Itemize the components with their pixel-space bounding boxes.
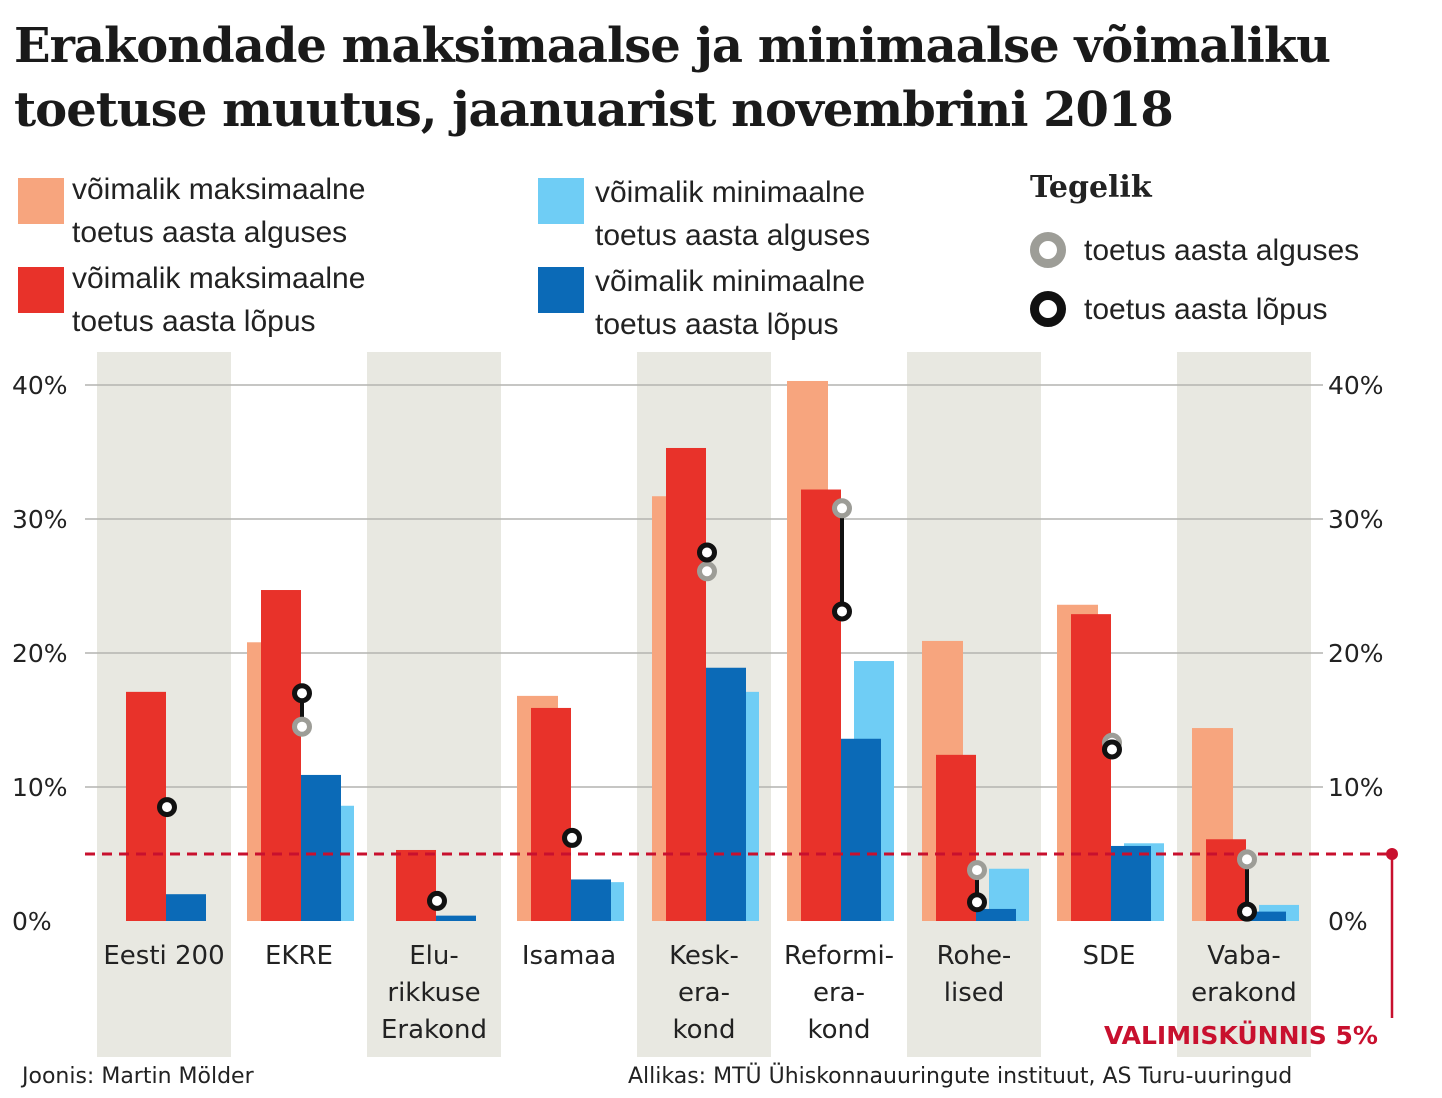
actual-start-marker-4	[697, 561, 717, 582]
legend-label-actual-start: toetus aasta alguses	[1084, 234, 1360, 267]
category-label-5-1: era-	[813, 978, 865, 1008]
bar-s1-2	[396, 849, 436, 921]
category-label-4-2: kond	[672, 1015, 735, 1045]
bar-s3-0	[166, 894, 206, 921]
actual-end-marker-3	[562, 827, 582, 848]
threshold-label: VALIMISKÜNNIS 5%	[1104, 1021, 1378, 1050]
legend-ring-actual-start-icon	[1030, 232, 1066, 268]
legend-label-max-start-line1: võimalik maksimaalne	[72, 173, 366, 206]
actual-start-marker-5	[832, 498, 852, 519]
actual-start-marker-6	[967, 860, 987, 881]
category-label-8-1: erakond	[1191, 978, 1297, 1008]
category-label-0-0: Eesti 200	[103, 941, 224, 971]
category-label-2-0: Elu-	[409, 941, 459, 971]
ytick-right-0: 0%	[1328, 907, 1368, 936]
category-label-4-1: era-	[678, 978, 730, 1008]
category-label-1-0: EKRE	[265, 941, 333, 971]
actual-end-marker-6	[967, 892, 987, 913]
actual-start-marker-8	[1237, 849, 1257, 870]
category-label-7-0: SDE	[1083, 941, 1136, 971]
chart-title: Erakondade maksimaalse ja minimaalse või…	[14, 18, 1331, 138]
ytick-left-30: 30%	[12, 505, 68, 534]
bar-s1-1	[261, 590, 301, 921]
actual-start-marker-1	[292, 716, 312, 737]
category-label-3-0: Isamaa	[522, 941, 616, 971]
bar-s3-6	[976, 908, 1016, 921]
legend-label-max-end-line1: võimalik maksimaalne	[72, 262, 366, 295]
legend-swatch-max-end	[18, 267, 64, 313]
legend-label-max-end-line2: toetus aasta lõpus	[72, 305, 316, 338]
category-label-2-1: rikkuse	[387, 978, 480, 1008]
legend-label-min-end-line2: toetus aasta lõpus	[595, 308, 839, 341]
bar-s1-5	[801, 489, 841, 921]
category-band-8	[1177, 352, 1311, 1057]
category-label-5-2: kond	[807, 1015, 870, 1045]
legend-label-max-end: võimalik maksimaalne toetus aasta lõpus	[72, 257, 365, 343]
legend-label-min-end-line1: võimalik minimaalne	[595, 265, 866, 298]
bar-s1-7	[1071, 614, 1111, 921]
ytick-right-30: 30%	[1328, 505, 1384, 534]
legend-label-min-end: võimalik minimaalne toetus aasta lõpus	[595, 260, 865, 346]
ytick-right-40: 40%	[1328, 371, 1384, 400]
bar-s3-8	[1246, 911, 1286, 921]
ytick-right-20: 20%	[1328, 639, 1384, 668]
legend-swatch-min-start	[538, 178, 584, 224]
legend-label-min-start: võimalik minimaalne toetus aasta alguses	[595, 171, 870, 257]
bar-s3-3	[571, 879, 611, 921]
ytick-left-10: 10%	[12, 773, 68, 802]
bar-s3-4	[706, 667, 746, 921]
footer-author: Joonis: Martin Mölder	[22, 1064, 254, 1089]
actual-end-marker-1	[292, 683, 312, 704]
footer-source: Allikas: MTÜ Ühiskonnauuringute instituu…	[628, 1064, 1293, 1089]
bar-s1-4	[666, 447, 706, 921]
actual-end-marker-0	[157, 797, 177, 818]
ytick-left-0: 0%	[12, 907, 52, 936]
category-label-6-1: lised	[944, 978, 1005, 1008]
bar-s3-2	[436, 915, 476, 921]
bar-s3-1	[301, 774, 341, 921]
actual-end-marker-4	[697, 542, 717, 563]
bar-s1-6	[936, 754, 976, 921]
legend-swatch-max-start	[18, 178, 64, 224]
category-label-6-0: Rohe-	[937, 941, 1012, 971]
legend-label-max-start: võimalik maksimaalne toetus aasta alguse…	[72, 168, 365, 254]
legend-label-actual-end: toetus aasta lõpus	[1084, 293, 1328, 326]
legend-ring-actual-end-icon	[1030, 291, 1066, 327]
category-label-2-2: Erakond	[381, 1015, 487, 1045]
category-band-2	[367, 352, 501, 1057]
actual-end-marker-7	[1102, 739, 1122, 760]
legend-label-min-start-line1: võimalik minimaalne	[595, 176, 866, 209]
bar-s3-7	[1111, 845, 1151, 921]
legend-swatch-min-end	[538, 267, 584, 313]
legend-label-max-start-line2: toetus aasta alguses	[72, 216, 348, 249]
ytick-left-40: 40%	[12, 371, 68, 400]
bar-s1-3	[531, 707, 571, 921]
legend-label-min-start-line2: toetus aasta alguses	[595, 219, 871, 252]
bar-s3-5	[841, 738, 881, 921]
actual-end-marker-2	[427, 890, 447, 911]
category-label-5-0: Reformi-	[784, 941, 894, 971]
actual-end-marker-8	[1237, 901, 1257, 922]
ytick-right-10: 10%	[1328, 773, 1384, 802]
ytick-left-20: 20%	[12, 639, 68, 668]
category-label-8-0: Vaba-	[1207, 941, 1281, 971]
actual-end-marker-5	[832, 601, 852, 622]
category-label-4-0: Kesk-	[669, 941, 739, 971]
legend-heading-actual: Tegelik	[1030, 170, 1152, 205]
